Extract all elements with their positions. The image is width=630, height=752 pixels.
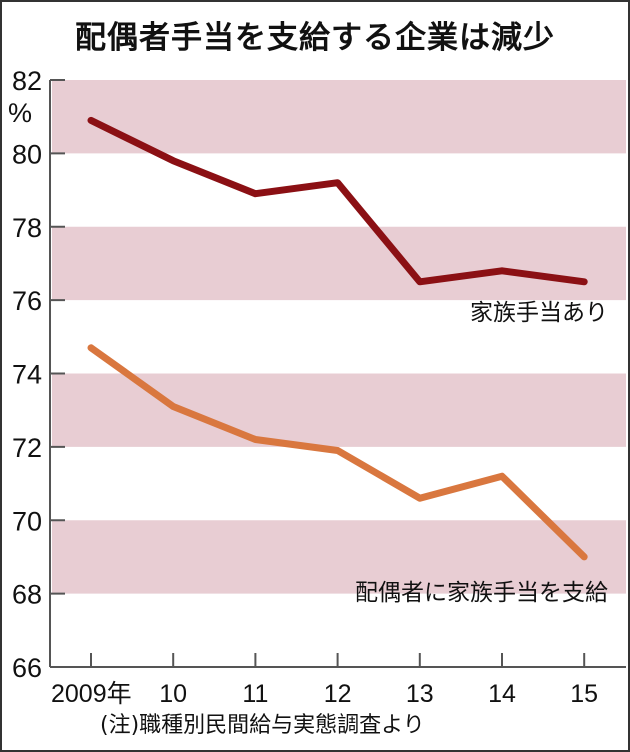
y-tick-label: 70 <box>12 506 42 536</box>
x-tick-label: 10 <box>159 680 187 708</box>
y-tick-label: 74 <box>12 360 42 390</box>
series-label-spouse-allowance: 配偶者に家族手当を支給 <box>355 580 608 606</box>
y-tick-label: 68 <box>12 580 42 610</box>
source-note: (注)職種別民間給与実態調査より <box>100 713 425 738</box>
y-tick-label: 82 <box>12 66 42 96</box>
y-tick-label: 76 <box>12 286 42 316</box>
grid-band <box>52 80 626 154</box>
series-line-family-allowance <box>87 116 588 286</box>
y-tick-label: 66 <box>12 653 42 683</box>
y-tick-label: 80 <box>12 139 42 169</box>
y-tick-label: 78 <box>12 213 42 243</box>
x-axis-ticks: 2009年 10 11 12 13 14 15 <box>51 653 598 708</box>
series-label-family-allowance: 家族手当あり <box>470 300 608 326</box>
grid-band <box>52 520 626 594</box>
y-unit-label: % <box>8 98 32 128</box>
x-tick-label: 13 <box>406 680 434 708</box>
grid-band <box>52 226 626 301</box>
x-tick-label: 14 <box>488 680 516 708</box>
x-tick-label: 12 <box>324 680 352 708</box>
y-axis-ticks: 66 68 70 72 74 76 78 80 82 <box>12 66 65 683</box>
grid-bands <box>52 80 626 594</box>
x-tick-label: 2009年 <box>51 680 132 708</box>
series-lines <box>87 116 588 561</box>
x-tick-label: 15 <box>570 680 598 708</box>
series-line-spouse-allowance <box>87 344 588 561</box>
y-tick-label: 72 <box>12 433 42 463</box>
chart-title: 配偶者手当を支給する企業は減少 <box>75 20 555 56</box>
x-tick-label: 11 <box>242 680 268 708</box>
